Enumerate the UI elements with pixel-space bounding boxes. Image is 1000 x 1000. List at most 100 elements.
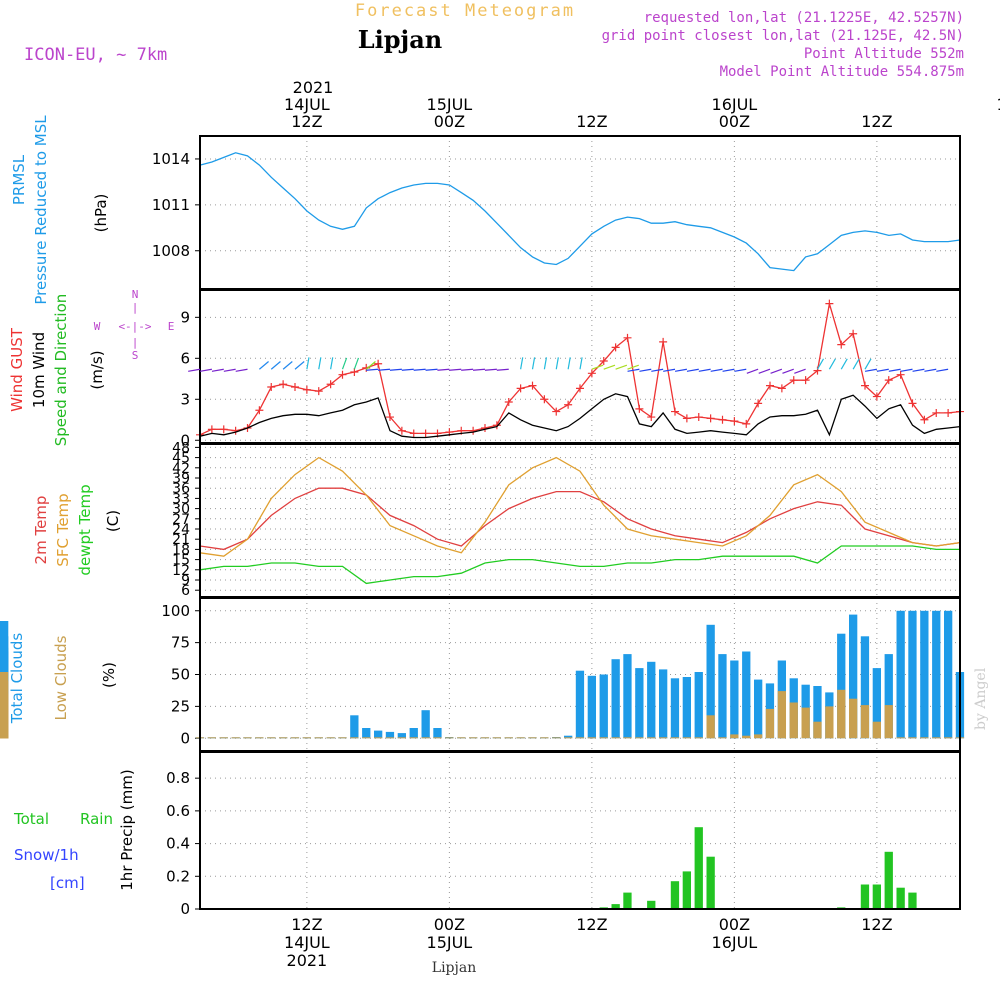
footer-location: Lipjan [432,960,476,976]
wind-arrow [710,368,723,372]
pressure-msl-label: Pressure Reduced to MSL [32,115,50,305]
wind-arrow [603,364,616,370]
bar-1 [635,737,644,739]
model-label: ICON-EU, ~ 7km [24,45,167,65]
y-tick-label: 3 [180,390,190,408]
y-tick-label: 0 [180,431,190,449]
bar-1 [825,706,834,739]
wind-arrow [413,368,426,371]
percent-unit-label: (%) [100,662,118,688]
wind-arrow [591,364,604,370]
location-title: Lipjan [358,25,442,54]
bar-1 [837,689,846,739]
bar-0 [421,710,430,739]
top-hour-label: 12Z [576,112,607,131]
bar-1 [789,702,798,739]
gust-point [694,413,703,422]
bar-1 [279,737,288,739]
gust-point [932,408,941,417]
bar-1 [694,737,703,739]
wind-arrow [366,368,379,371]
y-tick-label: 25 [171,697,190,715]
gust-point [706,414,715,423]
bar-0 [742,651,751,739]
bar-1 [659,737,668,739]
bottom-day-label: 14JUL [284,933,330,952]
compass-w: W [94,320,101,333]
y-tick-label: 45 [172,451,190,467]
bar-0 [670,881,680,909]
series-line-1 [199,456,961,557]
compass-up: | [132,301,139,314]
y-tick-label: 6 [180,349,190,367]
panel-2: 0 3 6 9 [180,289,964,449]
wind-arrow [353,357,360,370]
y-tick-label: 42 [172,461,190,477]
gust-point [219,425,228,434]
bar-0 [896,887,905,909]
wind-arrow [318,357,322,370]
wind-arrow [828,358,836,370]
bar-1 [920,737,929,739]
bar-0 [575,670,585,739]
gust-point [374,359,383,368]
gust-point [504,398,513,407]
series-line-2 [199,545,960,585]
bar-0 [385,731,395,739]
wind-arrow [579,357,583,370]
series-line-1 [199,393,961,439]
bar-0 [611,904,620,909]
bar-0 [884,851,893,909]
bar-0 [611,659,620,739]
gust-point [552,407,561,416]
point-altitude: Point Altitude 552m [804,46,964,62]
wind-arrow [888,368,901,372]
bottom-hour-label: 12Z [291,915,322,934]
panel-frame [199,751,961,910]
y-tick-label: 18 [172,542,190,558]
bar-1 [338,737,347,739]
wind-arrow [531,357,536,370]
series-line-0 [199,487,961,551]
bar-1 [564,737,573,739]
bar-0 [932,610,941,739]
gust-point [587,369,596,378]
panel-1: 1008 1011 1014 [152,135,961,290]
bar-1 [754,734,763,739]
hpa-unit-label: (hPa) [92,194,110,233]
bar-1 [231,737,240,739]
bar-0 [670,678,680,739]
wind-arrow [377,368,391,371]
bar-1 [944,737,953,739]
top-hour-label: 00Z [719,112,750,131]
bar-0 [872,884,881,909]
wind-arrow [936,368,949,372]
wind-arrow [912,368,925,372]
total-label: Total [13,810,49,828]
bar-1 [528,737,537,739]
bar-1 [896,737,905,739]
wind-arrow [401,368,414,371]
bottom-day-label: 16JUL [712,933,758,952]
wind-arrow [722,368,735,372]
wind-arrow [449,368,462,371]
bar-1 [314,737,323,739]
bar-0 [920,610,929,739]
wind-arrow [437,368,450,371]
bar-0 [706,624,715,739]
gust-point [326,380,335,389]
panel-frame [199,443,961,598]
bar-0 [730,660,739,739]
compass-arrows: <-|-> [118,320,151,333]
gust-point [766,381,774,390]
bar-1 [801,707,810,739]
prmsl-label: PRMSL [10,154,28,205]
gust-point [872,392,881,401]
gust-point [481,423,489,432]
wind-arrow [235,368,248,372]
gust-point [884,376,893,385]
bar-1 [742,735,751,739]
bar-1 [326,737,335,739]
y-tick-label: 6 [181,583,190,599]
